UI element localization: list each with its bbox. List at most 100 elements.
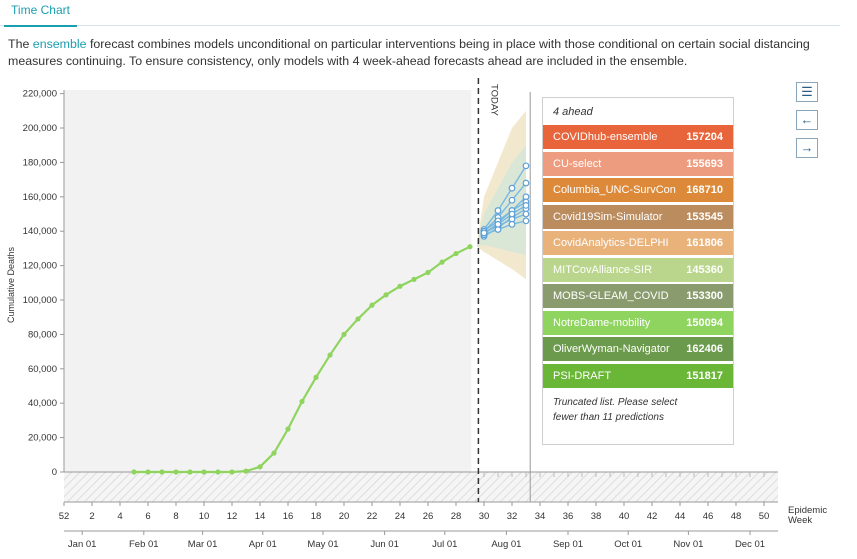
legend-item[interactable]: CovidAnalytics-DELPHI 161806 xyxy=(543,231,733,255)
observed-point xyxy=(285,426,291,432)
forecast-point xyxy=(480,229,488,237)
observed-point xyxy=(425,269,431,276)
legend-item[interactable]: NotreDame-mobility 150094 xyxy=(543,310,733,335)
x-tick-label: 12 xyxy=(227,511,238,522)
x-tick-label: 48 xyxy=(731,511,742,522)
x-tick-label: 6 xyxy=(145,511,150,522)
observed-point xyxy=(383,292,389,298)
legend-item-name: MITCovAlliance-SIR xyxy=(553,263,653,276)
forecast-point xyxy=(508,210,516,218)
x-tick-label: 26 xyxy=(423,511,434,522)
month-label: Jan 01 xyxy=(68,539,97,550)
legend-item[interactable]: Columbia_UNC-SurvCon 168710 xyxy=(543,178,733,202)
x-tick-label: 22 xyxy=(367,511,378,522)
description-before: The xyxy=(8,37,33,51)
ensemble-description: The ensemble forecast combines models un… xyxy=(8,36,838,70)
observed-point xyxy=(313,374,319,380)
x-tick-label: 32 xyxy=(507,511,518,522)
observed-point xyxy=(369,302,375,308)
legend-item-value: 168710 xyxy=(686,184,723,196)
x-tick-label: 52 xyxy=(59,511,70,522)
forecast-line xyxy=(483,220,527,236)
legend-item-name: Columbia_UNC-SurvCon xyxy=(553,184,676,196)
legend-item-value: 151817 xyxy=(686,369,723,382)
y-tick-label: 180,000 xyxy=(23,157,57,168)
x-tick-label: 2 xyxy=(89,511,94,522)
forecast-point xyxy=(522,217,530,225)
legend-panel: 4 ahead COVIDhub-ensemble 157204 CU-select… xyxy=(542,97,734,445)
legend-item-name: NotreDame-mobility xyxy=(553,316,651,329)
menu-icon: ☰ xyxy=(801,84,813,99)
observed-point xyxy=(439,259,445,265)
back-button[interactable]: ← xyxy=(796,110,818,130)
x-tick-label: 20 xyxy=(339,511,350,522)
observed-point xyxy=(467,244,473,250)
observed-point xyxy=(257,464,263,470)
ensemble-link[interactable]: ensemble xyxy=(32,37,87,51)
arrow-right-icon: → xyxy=(800,140,814,155)
x-tick-label: 10 xyxy=(199,511,210,522)
y-tick-label: 80,000 xyxy=(28,329,57,340)
x-axis-label: Epidemic Week xyxy=(788,505,827,526)
legend-item-name: Covid19Sim-Simulator xyxy=(553,210,663,223)
x-tick-label: 14 xyxy=(255,511,266,522)
x-tick-label: 42 xyxy=(647,511,658,522)
legend-item[interactable]: OliverWyman-Navigator 162406 xyxy=(543,337,733,361)
legend-item[interactable]: Covid19Sim-Simulator 153545 xyxy=(543,204,733,229)
x-tick-label: 28 xyxy=(451,511,462,522)
observed-point xyxy=(355,316,361,322)
legend-item[interactable]: MITCovAlliance-SIR 145360 xyxy=(543,257,733,282)
x-tick-label: 4 xyxy=(117,511,122,522)
month-label: Aug 01 xyxy=(491,539,521,550)
past-background xyxy=(64,90,472,472)
forecast-point xyxy=(508,196,516,204)
observed-point xyxy=(327,352,333,358)
observed-point xyxy=(131,469,137,475)
y-tick-label: 160,000 xyxy=(23,192,57,203)
forecast-point xyxy=(522,179,530,187)
legend-item[interactable]: COVIDhub-ensemble 157204 xyxy=(543,125,733,149)
observed-point xyxy=(397,283,403,289)
legend-item[interactable]: CU-select 155693 xyxy=(543,151,733,176)
x-tick-label: 30 xyxy=(479,511,490,522)
x-tick-label: 24 xyxy=(395,511,406,522)
x-tick-label: 8 xyxy=(173,511,178,522)
forward-button[interactable]: → xyxy=(796,138,818,158)
y-tick-label: 200,000 xyxy=(23,123,57,134)
y-tick-label: 140,000 xyxy=(23,226,57,237)
month-label: May 01 xyxy=(307,539,338,550)
observed-point xyxy=(145,469,151,475)
y-tick-label: 60,000 xyxy=(28,364,57,375)
description-after: forecast combines models unconditional o… xyxy=(8,37,810,68)
forecast-point xyxy=(508,220,516,228)
observed-point xyxy=(299,398,305,405)
legend-item-value: 153545 xyxy=(686,210,723,223)
month-label: Sep 01 xyxy=(553,539,583,550)
legend-list: COVIDhub-ensemble 157204 CU-select 155693 Co… xyxy=(543,125,733,390)
legend-note: Truncated list. Please select fewer than… xyxy=(553,397,678,423)
legend-item-value: 150094 xyxy=(686,316,723,329)
x-tick-label: 50 xyxy=(759,511,770,522)
observed-point xyxy=(453,250,459,257)
observed-point xyxy=(341,331,347,337)
x-tick-label: 40 xyxy=(619,511,630,522)
y-tick-label: 40,000 xyxy=(28,398,57,409)
forecast-point xyxy=(494,207,502,214)
x-tick-label: 18 xyxy=(311,511,322,522)
observed-point xyxy=(159,469,165,475)
arrow-left-icon: ← xyxy=(800,112,814,127)
legend-item[interactable]: PSI-DRAFT 151817 xyxy=(543,363,733,388)
x-tick-label: 36 xyxy=(563,511,574,522)
tab-time-chart[interactable]: Time Chart xyxy=(4,0,77,27)
x-tick-label: 38 xyxy=(591,511,602,522)
forecast-point xyxy=(508,184,516,192)
month-label: Feb 01 xyxy=(129,539,159,550)
menu-button[interactable]: ☰ xyxy=(796,82,818,102)
month-label: Jul 01 xyxy=(432,539,457,550)
forecast-line xyxy=(483,165,527,230)
forecast-series xyxy=(480,162,530,240)
month-label: Mar 01 xyxy=(188,539,218,550)
legend-item[interactable]: MOBS-GLEAM_COVID 153300 xyxy=(543,284,733,308)
y-tick-label: 0 xyxy=(52,467,57,478)
